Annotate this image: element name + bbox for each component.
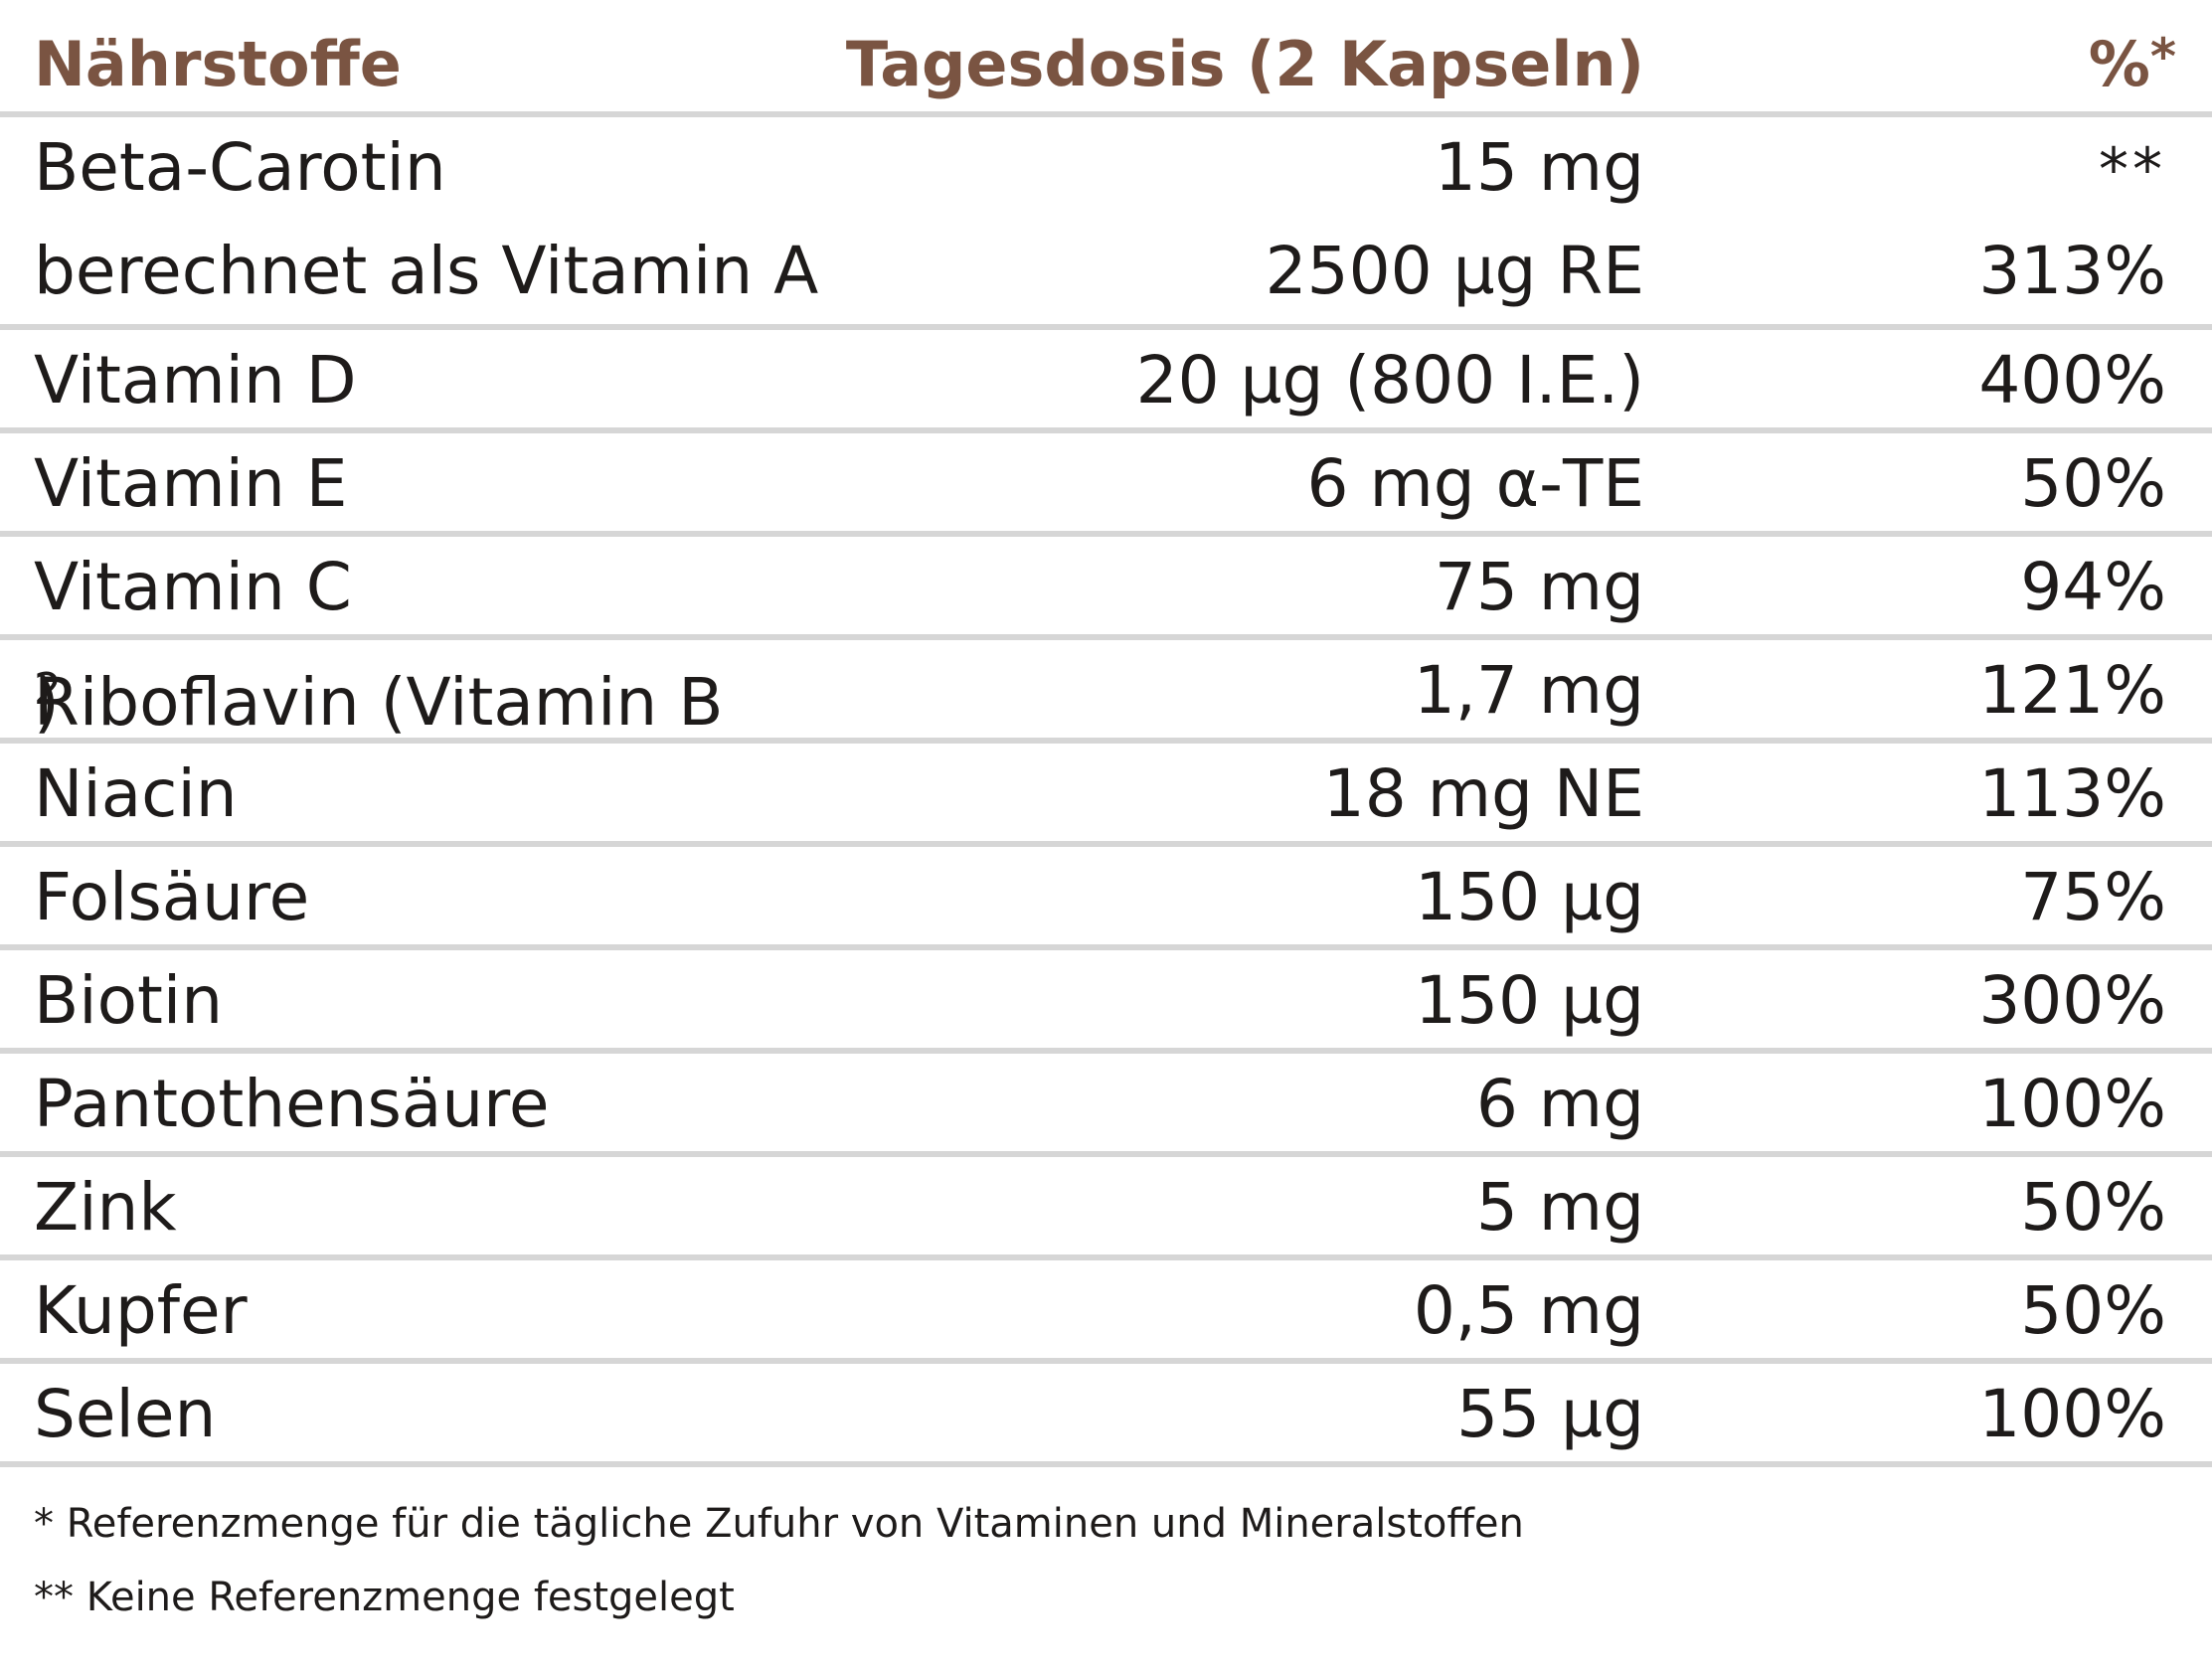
nutrient-percent: 50% — [2020, 1272, 2166, 1349]
row-group: Folsäure 150 µg 75% — [0, 847, 2212, 950]
row-group: Biotin 150 µg 300% — [0, 950, 2212, 1054]
nutrient-dose: 20 µg (800 I.E.) — [1135, 342, 1644, 418]
table-row: berechnet als Vitamin A 2500 µg RE 313% — [0, 221, 2212, 324]
nutrient-dose: 15 mg — [1434, 129, 1644, 206]
nutrient-name-text: Riboflavin (Vitamin B — [34, 664, 724, 741]
nutrient-percent: 100% — [1978, 1376, 2166, 1452]
nutrient-percent: 113% — [1978, 755, 2166, 832]
nutrient-percent: 313% — [1978, 233, 2166, 309]
nutrient-percent: 94% — [2020, 549, 2166, 625]
table-row: Pantothensäure 6 mg 100% — [0, 1054, 2212, 1151]
table-row: Vitamin E 6 mg α-TE 50% — [0, 433, 2212, 531]
nutrient-name: Biotin — [34, 962, 224, 1039]
header-daily-dose: Tagesdosis (2 Kapseln) — [845, 28, 1644, 100]
nutrient-name: Kupfer — [34, 1272, 248, 1349]
row-group: Niacin 18 mg NE 113% — [0, 744, 2212, 847]
nutrient-name: Zink — [34, 1169, 177, 1246]
nutrient-dose: 55 µg — [1456, 1376, 1644, 1452]
row-group: Riboflavin (Vitamin B 2) 1,7 mg 121% — [0, 640, 2212, 744]
table-row: Vitamin D 20 µg (800 I.E.) 400% — [0, 330, 2212, 427]
nutrient-percent: 100% — [1978, 1066, 2166, 1142]
nutrient-dose: 6 mg α-TE — [1306, 445, 1644, 522]
row-group: Zink 5 mg 50% — [0, 1157, 2212, 1260]
table-row: Selen 55 µg 100% — [0, 1364, 2212, 1461]
nutrient-dose: 6 mg — [1475, 1066, 1644, 1142]
table-row: Folsäure 150 µg 75% — [0, 847, 2212, 944]
nutrient-dose: 75 mg — [1434, 549, 1644, 625]
row-group: Kupfer 0,5 mg 50% — [0, 1260, 2212, 1364]
nutrient-dose: 150 µg — [1415, 962, 1644, 1039]
nutrient-name: Vitamin E — [34, 445, 348, 522]
row-group: Vitamin D 20 µg (800 I.E.) 400% — [0, 330, 2212, 433]
nutrient-name: Folsäure — [34, 859, 310, 935]
nutrient-name: Beta-Carotin — [34, 129, 446, 206]
nutrient-percent: 75% — [2020, 859, 2166, 935]
nutrient-dose: 0,5 mg — [1413, 1272, 1644, 1349]
row-group: Vitamin C 75 mg 94% — [0, 537, 2212, 640]
table-row: Kupfer 0,5 mg 50% — [0, 1260, 2212, 1358]
table-row: Beta-Carotin 15 mg ** — [0, 117, 2212, 221]
nutrient-name: Vitamin D — [34, 342, 357, 418]
header-percent: %* — [2089, 28, 2176, 100]
nutrient-dose: 1,7 mg — [1413, 652, 1644, 729]
nutrient-name: Vitamin C — [34, 549, 352, 625]
table-row: Riboflavin (Vitamin B 2) 1,7 mg 121% — [0, 640, 2212, 741]
nutrient-name: Pantothensäure — [34, 1066, 550, 1142]
nutrient-dose: 2500 µg RE — [1265, 233, 1644, 309]
nutrient-name: Selen — [34, 1376, 217, 1452]
footnotes: * Referenzmenge für die tägliche Zufuhr … — [34, 1501, 1524, 1648]
nutrient-percent: 50% — [2020, 445, 2166, 522]
row-group: Vitamin E 6 mg α-TE 50% — [0, 433, 2212, 537]
nutrition-table: Nährstoffe Tagesdosis (2 Kapseln) %* Bet… — [0, 0, 2212, 1467]
row-group: Selen 55 µg 100% — [0, 1364, 2212, 1467]
nutrient-name: Niacin — [34, 755, 238, 832]
nutrient-dose: 18 mg NE — [1322, 755, 1644, 832]
nutrient-name-subscript: 2 — [34, 664, 62, 715]
nutrient-dose: 150 µg — [1415, 859, 1644, 935]
nutrient-percent: 121% — [1978, 652, 2166, 729]
nutrient-percent: 50% — [2020, 1169, 2166, 1246]
nutrient-percent: 400% — [1978, 342, 2166, 418]
header-percent-marker: * — [2149, 28, 2176, 85]
nutrient-percent: ** — [2099, 135, 2166, 205]
nutrient-percent: 300% — [1978, 962, 2166, 1039]
nutrient-name-suffix: ) — [34, 664, 60, 741]
table-header: Nährstoffe Tagesdosis (2 Kapseln) %* — [0, 0, 2212, 117]
footnote-no-reference: ** Keine Referenzmenge festgelegt — [34, 1575, 735, 1620]
header-nutrients: Nährstoffe — [34, 28, 402, 100]
row-group: Pantothensäure 6 mg 100% — [0, 1054, 2212, 1157]
nutrient-name: berechnet als Vitamin A — [34, 233, 819, 309]
table-row: Vitamin C 75 mg 94% — [0, 537, 2212, 634]
table-row: Niacin 18 mg NE 113% — [0, 744, 2212, 841]
table-row: Biotin 150 µg 300% — [0, 950, 2212, 1048]
nutrient-dose: 5 mg — [1475, 1169, 1644, 1246]
footnote-reference: * Referenzmenge für die tägliche Zufuhr … — [34, 1501, 1524, 1547]
header-percent-label: % — [2088, 28, 2150, 100]
row-group-beta-carotin: Beta-Carotin 15 mg ** berechnet als Vita… — [0, 117, 2212, 330]
table-row: Zink 5 mg 50% — [0, 1157, 2212, 1254]
